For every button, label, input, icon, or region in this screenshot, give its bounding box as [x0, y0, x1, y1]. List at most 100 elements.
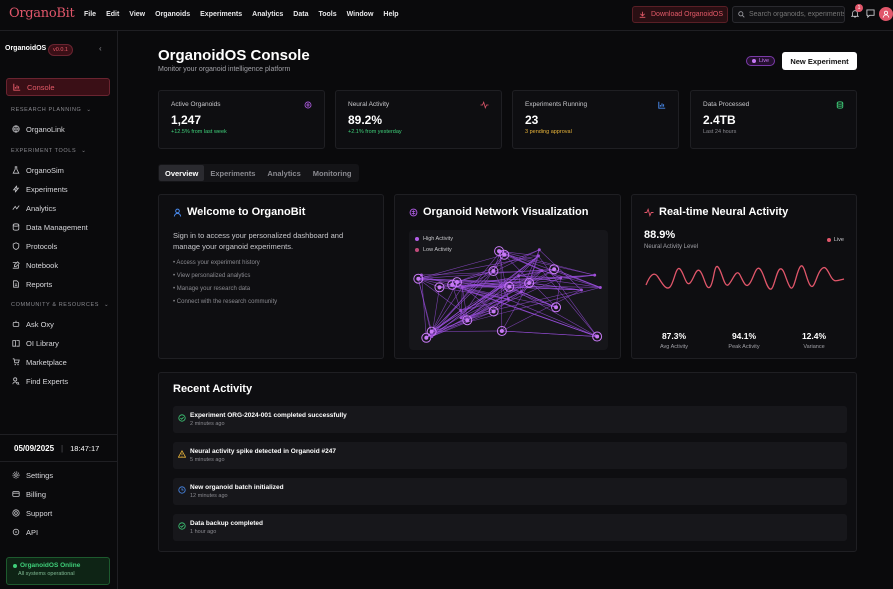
section-experiment-tools[interactable]: EXPERIMENT TOOLS ⌄ [11, 148, 86, 154]
page-title: OrganoidOS Console [158, 47, 310, 64]
network-node [491, 309, 496, 314]
sidebar-item-label: Reports [26, 279, 53, 289]
download-label: Download OrganoidOS [651, 11, 723, 18]
tab-monitoring[interactable]: Monitoring [312, 168, 352, 178]
menu-organoids[interactable]: Organoids [155, 11, 191, 18]
sidebar-item-data-management[interactable]: Data Management [6, 218, 110, 236]
chevron-down-icon: ⌄ [86, 107, 92, 113]
network-node-ring [452, 277, 463, 288]
sidebar-item-organolink[interactable]: OrganoLink [6, 120, 110, 138]
network-edge [460, 286, 502, 319]
download-button[interactable]: Download OrganoidOS [632, 6, 728, 23]
sidebar-item-protocols[interactable]: Protocols [6, 237, 110, 255]
stat-change: +2.1% from yesterday [348, 129, 402, 135]
network-edge [431, 311, 494, 337]
search-icon [738, 11, 745, 18]
network-node-ring [488, 306, 499, 317]
section-community[interactable]: COMMUNITY & RESOURCES ⌄ [11, 302, 109, 308]
avatar[interactable] [879, 7, 893, 21]
menu-view[interactable]: View [129, 11, 146, 18]
network-canvas[interactable]: High Activity Low Activity [409, 230, 608, 350]
welcome-card: Welcome to OrganoBit Sign in to access y… [158, 194, 384, 359]
menu-window[interactable]: Window [346, 11, 374, 18]
menu-experiments[interactable]: Experiments [200, 11, 243, 18]
date-time-display: 05/09/2025 | 18:47:17 [0, 434, 118, 462]
activity-waveform [645, 265, 845, 290]
stat-change: 3 pending approval [525, 129, 572, 135]
network-edge [508, 298, 598, 337]
stat-label: Peak Activity [728, 344, 760, 350]
search-input[interactable] [749, 11, 844, 18]
activity-title: Data backup completed [190, 520, 263, 527]
sidebar-item-api[interactable]: API [6, 523, 110, 541]
benefit-item: • Connect with the research community [173, 299, 278, 305]
sidebar-item-settings[interactable]: Settings [6, 466, 110, 484]
warning-icon [178, 450, 186, 458]
menu-analytics[interactable]: Analytics [252, 11, 284, 18]
network-node-ring [462, 315, 473, 326]
sidebar-item-billing[interactable]: Billing [6, 485, 110, 503]
check-circle-icon [178, 522, 186, 530]
network-node [519, 290, 523, 294]
view-tabs: Overview Experiments Analytics Monitorin… [158, 164, 359, 182]
sidebar-item-support[interactable]: Support [6, 504, 110, 522]
peak-activity-stat: 94.1% Peak Activity [714, 331, 774, 350]
menu-edit[interactable]: Edit [106, 11, 120, 18]
menu-help[interactable]: Help [383, 11, 399, 18]
network-edge [518, 275, 522, 292]
sidebar-item-notebook[interactable]: Notebook [6, 256, 110, 274]
activity-item[interactable]: Experiment ORG-2024-001 completed succes… [173, 406, 847, 433]
legend-dot-icon [415, 237, 419, 241]
sidebar-item-analytics[interactable]: Analytics [6, 199, 110, 217]
sidebar-item-ask-oxy[interactable]: Ask Oxy [6, 315, 110, 333]
menu-file[interactable]: File [84, 11, 97, 18]
network-edge [418, 278, 432, 332]
network-edge [418, 278, 461, 311]
sidebar-item-label: OrganoSim [26, 165, 64, 175]
section-research-planning[interactable]: RESEARCH PLANNING ⌄ [11, 107, 92, 113]
menu-data[interactable]: Data [293, 11, 309, 18]
network-node-ring [549, 264, 560, 275]
sidebar-item-marketplace[interactable]: Marketplace [6, 353, 110, 371]
sidebar-item-oi-library[interactable]: OI Library [6, 334, 110, 352]
sidebar-item-console[interactable]: Console [6, 78, 110, 96]
sidebar-item-organosim[interactable]: OrganoSim [6, 161, 110, 179]
activity-icon [644, 207, 654, 217]
tab-overview[interactable]: Overview [159, 165, 205, 181]
sidebar-item-reports[interactable]: Reports [6, 275, 110, 293]
tab-experiments[interactable]: Experiments [210, 168, 256, 178]
network-edge [501, 282, 530, 332]
network-edge [456, 249, 540, 283]
activity-item[interactable]: Neural activity spike detected in Organo… [173, 442, 847, 469]
tab-analytics[interactable]: Analytics [267, 168, 301, 178]
network-edge [467, 286, 502, 321]
search-box[interactable] [732, 6, 845, 23]
version-badge: v0.0.1 [48, 44, 73, 56]
network-node-ring [434, 282, 445, 293]
network-node [593, 273, 597, 277]
app-logo[interactable]: OrganoBit [9, 6, 75, 21]
variance-stat: 12.4% Variance [784, 331, 844, 350]
new-experiment-button[interactable]: New Experiment [782, 52, 857, 70]
stat-label: Avg Activity [659, 344, 689, 350]
book-icon [12, 340, 20, 347]
network-edge [500, 251, 503, 331]
network-node [459, 309, 463, 313]
network-node [499, 285, 503, 289]
activity-item[interactable]: Data backup completed 1 hour ago [173, 514, 847, 541]
welcome-benefits: • Access your experiment history • View … [173, 260, 277, 312]
collapse-sidebar-icon[interactable]: ‹ [99, 44, 102, 53]
network-edge [500, 274, 595, 288]
network-node [460, 285, 464, 289]
sidebar-item-find-experts[interactable]: Find Experts [6, 372, 110, 390]
network-edge [467, 291, 522, 321]
menu-tools[interactable]: Tools [318, 11, 337, 18]
activity-item[interactable]: New organoid batch initialized 12 minute… [173, 478, 847, 505]
network-edge [539, 249, 582, 291]
network-visualization-card: Organoid Network Visualization High Acti… [394, 194, 621, 359]
chat-icon[interactable] [866, 9, 875, 18]
menu-bar: File Edit View Organoids Experiments Ana… [84, 11, 409, 18]
sidebar-item-label: Experiments [26, 184, 68, 194]
sidebar-item-experiments[interactable]: Experiments [6, 180, 110, 198]
card-title: Organoid Network Visualization [423, 206, 589, 218]
